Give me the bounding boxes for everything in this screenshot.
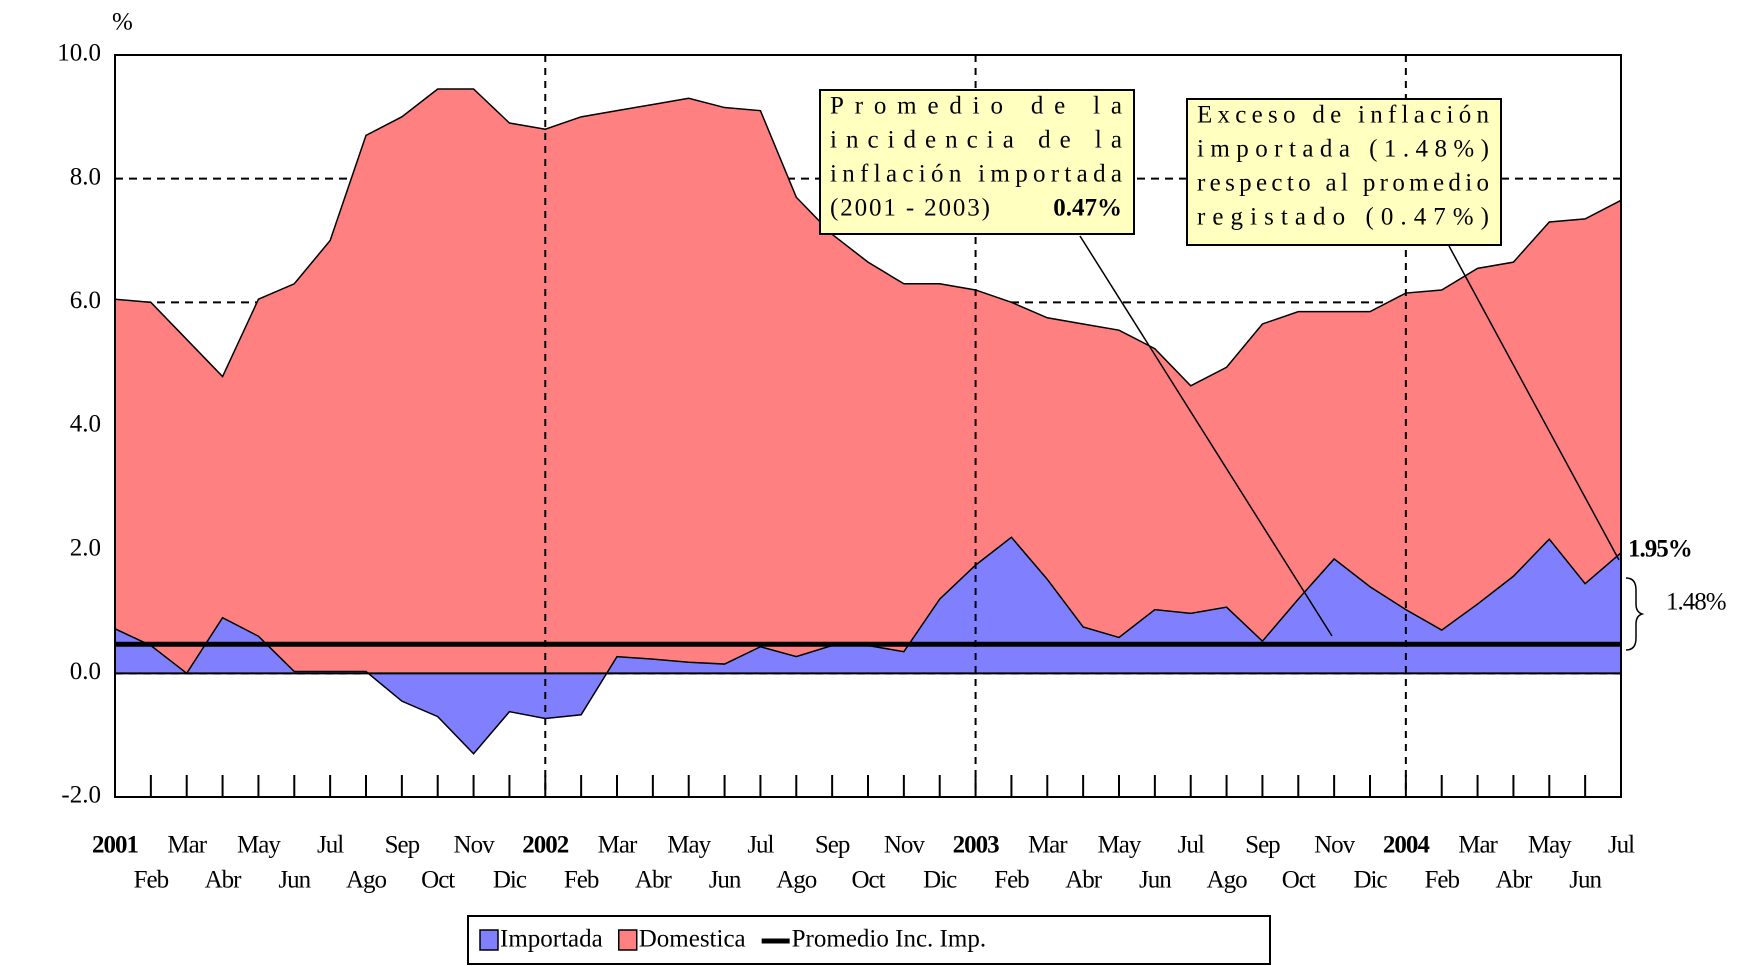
x-tick-label: Abr [635, 867, 673, 894]
x-tick-label: 2002 [522, 832, 569, 859]
x-tick-label: Ago [346, 867, 387, 894]
annotation-text: registado (0.47%) [1197, 204, 1489, 231]
x-tick-label: Dic [923, 867, 957, 894]
annotation-text: Promedio de la [830, 93, 1122, 120]
area [115, 537, 1621, 754]
x-tick-label: May [667, 832, 711, 859]
x-tick-label: 2001 [92, 832, 139, 859]
x-tick-label: Sep [1245, 832, 1280, 859]
annotation-arrow [1448, 245, 1620, 561]
x-tick-label: Jul [1608, 832, 1635, 859]
legend: Importada Domestica Promedio Inc. Imp. [467, 915, 1271, 965]
x-tick-label: May [1528, 832, 1572, 859]
x-tick-label: May [1098, 832, 1142, 859]
x-tick-label: 2004 [1383, 832, 1431, 859]
x-tick-label: Dic [1353, 867, 1387, 894]
y-tick-label: 8.0 [70, 163, 101, 190]
x-tick-label: Jun [709, 867, 742, 894]
x-tick-label: Feb [564, 867, 599, 894]
annotation-arrow [1079, 235, 1333, 637]
x-tick-label: Ago [1207, 867, 1248, 894]
x-tick-label: Jul [1178, 832, 1205, 859]
y-tick-label: 0.0 [70, 658, 101, 685]
annotation-box [1186, 98, 1502, 246]
x-tick-label: Jun [278, 867, 311, 894]
x-tick-label: Jul [747, 832, 774, 859]
x-tick-label: Nov [1314, 832, 1356, 859]
x-tick-label: Oct [421, 867, 455, 894]
annotation-text: (2001 - 2003) [830, 195, 990, 222]
annotation-text: importada (1.48%) [1197, 136, 1489, 163]
legend-label: Importada [500, 926, 603, 953]
x-tick-label: Abr [205, 867, 243, 894]
x-tick-label: Nov [454, 832, 496, 859]
y-axis-unit: % [112, 9, 133, 36]
x-tick-label: Mar [1458, 832, 1498, 859]
legend-swatch [479, 929, 499, 951]
area-outline [114, 88, 1622, 387]
x-tick-label: Jun [1139, 867, 1172, 894]
x-tick-label: Sep [385, 832, 420, 859]
x-tick-label: Oct [851, 867, 885, 894]
x-tick-label: Feb [134, 867, 169, 894]
x-tick-label: Dic [493, 867, 527, 894]
legend-label: Promedio Inc. Imp. [792, 926, 986, 953]
x-tick-label: Jun [1569, 867, 1602, 894]
end-label: 1.48% [1666, 589, 1726, 616]
annotation-highlight: 0.47% [1053, 195, 1122, 222]
legend-box [467, 915, 1271, 965]
x-tick-label: Oct [1282, 867, 1316, 894]
x-tick-label: Nov [884, 832, 926, 859]
y-tick-label: 2.0 [70, 534, 101, 561]
x-tick-label: Feb [1424, 867, 1459, 894]
y-tick-label: 6.0 [70, 287, 101, 314]
x-tick-label: 2003 [953, 832, 1000, 859]
area [115, 89, 1621, 674]
x-tick-label: Feb [994, 867, 1029, 894]
x-tick-label: Jul [317, 832, 344, 859]
annotation-text: respecto al promedio [1197, 170, 1489, 197]
x-tick-label: Ago [776, 867, 817, 894]
x-tick-label: Abr [1495, 867, 1533, 894]
y-tick-label: 10.0 [57, 40, 101, 67]
annotation-box [819, 89, 1135, 235]
y-tick-label: 4.0 [70, 411, 101, 438]
x-tick-label: Abr [1065, 867, 1103, 894]
x-tick-label: May [237, 832, 281, 859]
x-tick-label: Mar [1028, 832, 1068, 859]
x-tick-label: Mar [598, 832, 638, 859]
y-tick-label: -2.0 [61, 782, 101, 809]
end-label: 1.95% [1628, 536, 1692, 563]
x-tick-label: Mar [167, 832, 207, 859]
brace [1625, 577, 1645, 651]
legend-label: Domestica [639, 926, 746, 953]
legend-swatch [617, 929, 638, 951]
x-tick-label: Sep [815, 832, 850, 859]
